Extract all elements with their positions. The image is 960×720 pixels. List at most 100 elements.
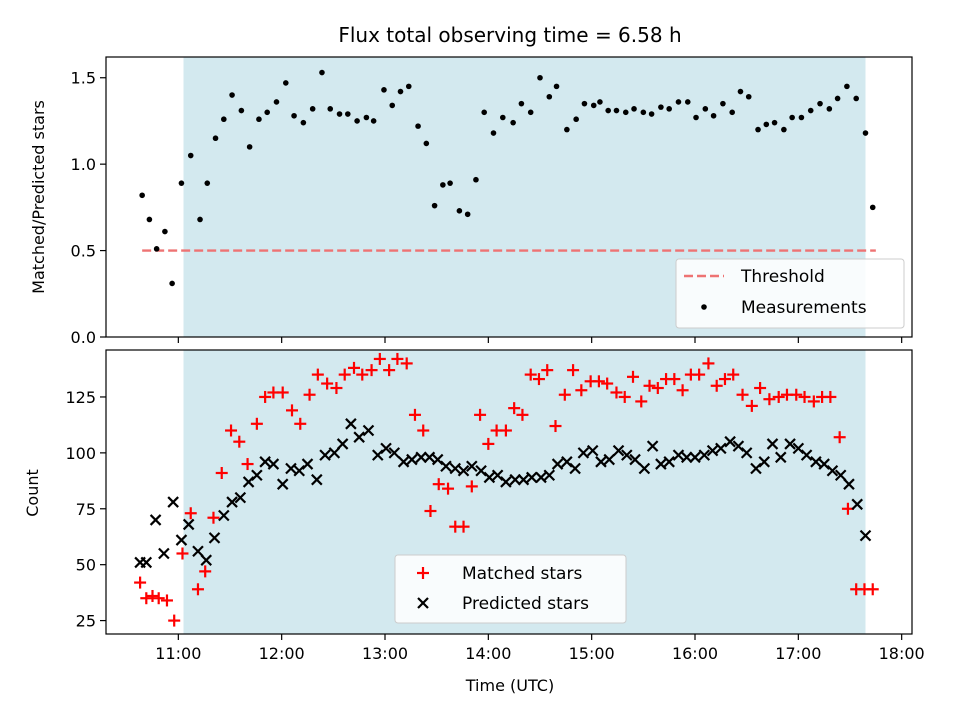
matched-star-point [191, 583, 204, 596]
predicted-star-point [740, 447, 753, 459]
x-stroke-b [259, 456, 271, 468]
matched-star-point [176, 547, 189, 560]
predicted-star-point [603, 453, 616, 466]
matched-star-point [618, 390, 631, 403]
matched-star-point [146, 589, 159, 602]
predicted-star-point [293, 464, 306, 477]
x-stroke-b [535, 471, 547, 484]
predicted-star-point [586, 444, 599, 457]
measurement-point [613, 107, 620, 114]
measurement-point [169, 280, 175, 287]
x-stroke-b [698, 449, 711, 461]
predicted-star-point [800, 449, 813, 461]
y-tick-label: 125 [65, 388, 96, 407]
measurement-point [212, 135, 219, 142]
x-stroke-b [569, 462, 581, 475]
matched-star-point [311, 368, 324, 381]
predicted-star-point [276, 478, 289, 490]
x-stroke-b [226, 496, 238, 508]
x-stroke-b [612, 444, 625, 457]
matched-star-point [391, 352, 404, 365]
measurement-point [826, 106, 833, 112]
predicted-star-point [646, 440, 659, 452]
x-stroke-b [551, 458, 564, 470]
predicted-star-point [826, 464, 839, 477]
top-legend: Threshold Measurements [675, 258, 905, 329]
x-stroke-b [423, 451, 436, 464]
measurement-point [564, 126, 570, 133]
matched-star-point [152, 592, 165, 605]
matched-star-point [241, 458, 254, 471]
matched-star-point [259, 390, 272, 403]
matched-star-point [199, 565, 212, 578]
x-tick-label: 17:00 [775, 644, 821, 663]
measurement-point [631, 106, 637, 112]
measurement-point [771, 119, 778, 126]
matched-star-point [338, 368, 351, 381]
measurement-point [640, 109, 647, 116]
measurement-point [139, 192, 145, 199]
x-stroke-b [800, 449, 813, 461]
bottom-legend-box [394, 554, 627, 624]
x-stroke-b [149, 514, 162, 526]
matched-star-point [798, 390, 811, 403]
predicted-star-point [336, 438, 349, 450]
x-stroke-b [810, 456, 822, 468]
x-stroke-b [517, 473, 530, 486]
predicted-star-point [810, 456, 822, 468]
matched-star-point [482, 437, 495, 450]
predicted-star-point [629, 453, 641, 466]
measurement-point [527, 109, 534, 116]
measurement-point [573, 116, 579, 123]
predicted-star-point [380, 442, 392, 455]
x-tick-label: 14:00 [465, 644, 511, 663]
x-tick-label: 11:00 [155, 644, 201, 663]
predicted-star-point [577, 447, 590, 459]
x-stroke-b [766, 438, 779, 450]
measurement-point [781, 126, 787, 133]
top-plot-panel: Flux total observing time = 6.58 h 0.00.… [29, 23, 913, 347]
x-stroke-b [834, 469, 847, 482]
measurement-point [381, 87, 387, 93]
matched-star-point [516, 408, 529, 421]
x-stroke-b [234, 491, 247, 504]
measurement-point [464, 211, 471, 218]
predicted-star-point [158, 547, 170, 560]
top-plot-marks [139, 69, 876, 287]
predicted-star-point [621, 449, 633, 461]
matched-star-point [365, 364, 378, 377]
matched-star-point [442, 482, 455, 495]
x-stroke-b [843, 478, 855, 490]
x-stroke-b [251, 469, 263, 482]
x-stroke-b [192, 545, 204, 558]
measurement-point [405, 83, 412, 90]
x-stroke-b [336, 438, 349, 450]
x-tick-label: 18:00 [879, 644, 925, 663]
predicted-star-point [509, 473, 521, 486]
measurement-point [789, 114, 795, 121]
measurement-point [763, 121, 770, 128]
matched-star-point [693, 368, 706, 381]
measurement-point [389, 102, 396, 109]
matched-star-point [373, 352, 386, 365]
predicted-star-point [475, 464, 487, 477]
x-stroke-b [483, 471, 496, 484]
measurement-point [737, 88, 744, 95]
measurement-point [309, 106, 316, 112]
y-tick-label: 75 [76, 500, 96, 519]
predicted-star-point [784, 438, 796, 450]
x-stroke-b [397, 456, 410, 468]
predicted-star-point [535, 471, 547, 484]
matched-star-point [635, 395, 648, 408]
predicted-star-point [301, 458, 314, 470]
predicted-star-point [167, 496, 179, 508]
x-stroke-b [449, 462, 462, 475]
measurement-point [283, 80, 289, 86]
matched-star-point [532, 373, 545, 386]
matched-star-point [207, 511, 220, 524]
measurement-point [581, 100, 588, 107]
measurement-point [710, 112, 717, 119]
predicted-star-point [612, 444, 625, 457]
measurement-point [720, 100, 726, 107]
